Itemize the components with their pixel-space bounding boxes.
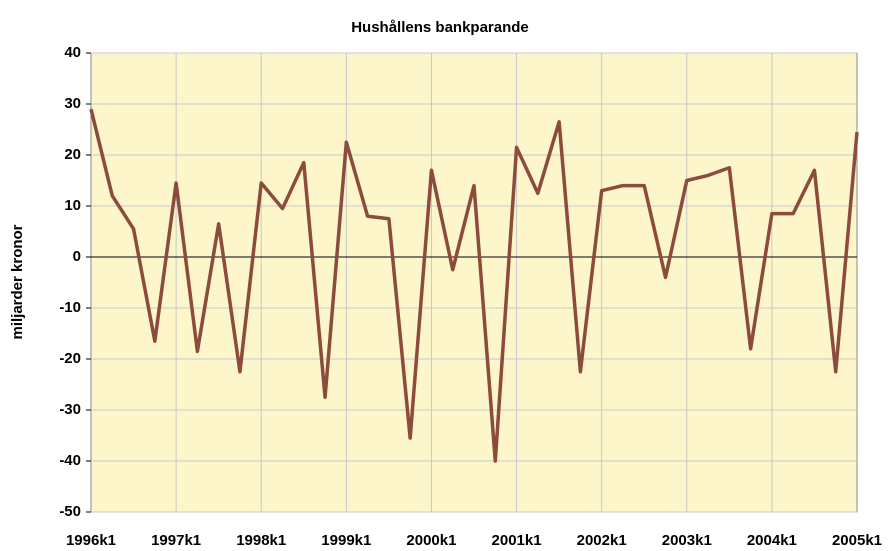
y-tick-label: 20: [64, 146, 81, 163]
y-tick-label: 40: [64, 44, 81, 61]
x-tick-label: 1998k1: [236, 532, 286, 549]
y-tick-label: -40: [59, 452, 81, 469]
x-tick-label: 2005k1: [832, 532, 882, 549]
y-axis-label: miljarder kronor: [9, 224, 26, 339]
x-tick-label: 1999k1: [321, 532, 371, 549]
x-tick-label: 1997k1: [151, 532, 201, 549]
y-tick-label: -10: [59, 299, 81, 316]
y-tick-label: -30: [59, 401, 81, 418]
y-tick-label: -20: [59, 350, 81, 367]
y-tick-label: -50: [59, 503, 81, 520]
x-tick-label: 2001k1: [492, 532, 542, 549]
x-tick-label: 2002k1: [577, 532, 627, 549]
plot-area: [90, 52, 858, 513]
x-tick-label: 2003k1: [662, 532, 712, 549]
x-tick-label: 2000k1: [406, 532, 456, 549]
x-tick-label: 2004k1: [747, 532, 797, 549]
chart-title: Hushållens bankparande: [351, 19, 529, 36]
y-tick-label: 0: [73, 248, 81, 265]
data-line: [89, 108, 859, 463]
y-tick-label: 10: [64, 197, 81, 214]
x-tick-label: 1996k1: [66, 532, 116, 549]
y-tick-label: 30: [64, 95, 81, 112]
